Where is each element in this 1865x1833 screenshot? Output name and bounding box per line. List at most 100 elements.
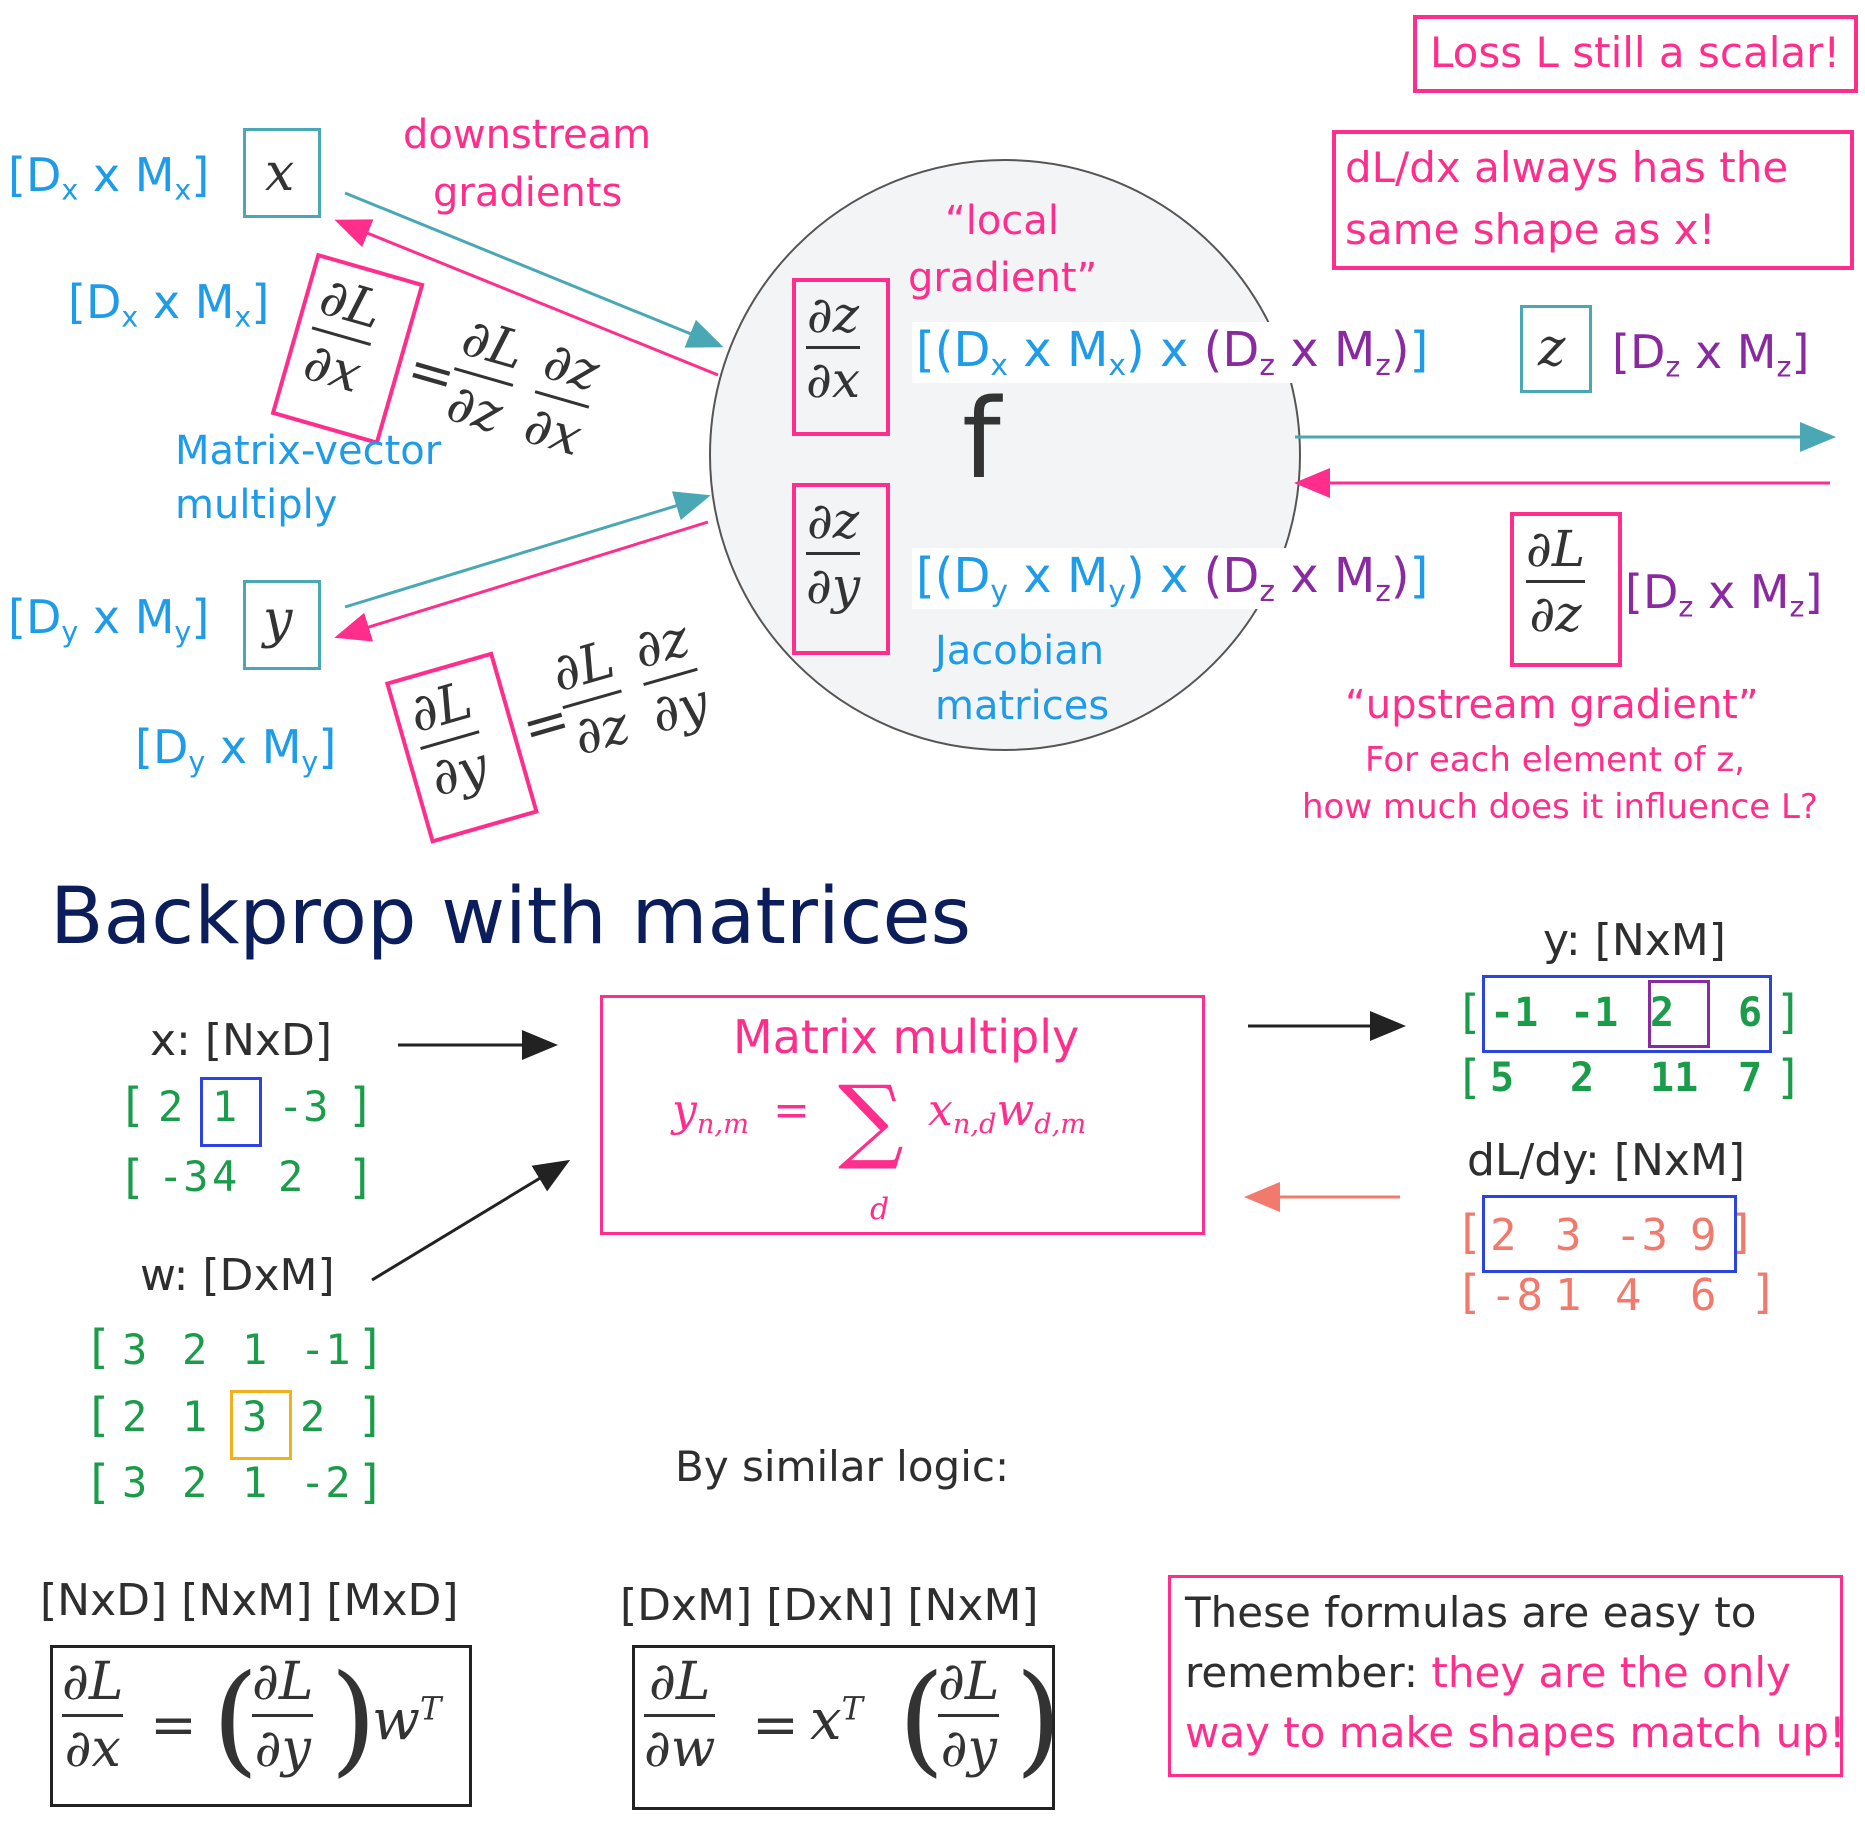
formula-dLdx-lhs-den: ∂x bbox=[64, 1719, 121, 1779]
dLdy-matrix-cell: 9 bbox=[1690, 1210, 1717, 1261]
loss-scalar-note-box bbox=[1413, 15, 1858, 93]
mm-rhs-x-sub: n,d bbox=[952, 1109, 997, 1141]
dzdy-box bbox=[792, 483, 890, 655]
y-matrix-open-bracket-row2: [ bbox=[1455, 1050, 1483, 1104]
dim-z-backward: [Dz x Mz] bbox=[1625, 565, 1823, 624]
x-matrix-close-bracket-row1: ] bbox=[347, 1078, 375, 1132]
formula-note-line-1: These formulas are easy to bbox=[1185, 1588, 1757, 1637]
upstream-question-2: how much does it influence L? bbox=[1302, 787, 1818, 827]
x-matrix-cell: 1 bbox=[212, 1082, 238, 1131]
mm-rhs-w: w bbox=[996, 1085, 1035, 1136]
dLdy-row-highlight-box bbox=[1482, 1195, 1737, 1273]
shape-note-line-2: same shape as x! bbox=[1345, 205, 1716, 254]
dLdy-matrix-open-bracket-row2: [ bbox=[1455, 1265, 1483, 1319]
w-matrix-cell: 3 bbox=[122, 1458, 148, 1507]
x-forward-arrow bbox=[344, 191, 724, 348]
y-matrix-cell: 2 bbox=[1650, 990, 1675, 1036]
x-matrix-cell: -3 bbox=[278, 1082, 329, 1131]
w-matrix-cell: 2 bbox=[300, 1392, 326, 1441]
y-matrix-cell: 7 bbox=[1738, 1055, 1763, 1101]
formula-dLdx-eq: = bbox=[150, 1693, 197, 1758]
dLdz-b-den: ∂z bbox=[567, 695, 636, 768]
w-matrix-close-bracket-row2: ] bbox=[357, 1388, 385, 1442]
jacobian-x-shape: [(Dx x Mx) x (Dz x Mz)] bbox=[912, 322, 1433, 383]
shapes-dLdw: [DxM] [DxN] [NxM] bbox=[620, 1580, 1039, 1631]
dLdy-matrix-close-bracket-row2: ] bbox=[1750, 1265, 1778, 1319]
formula-note-line-2a: remember: bbox=[1185, 1648, 1432, 1697]
y-matrix-close-bracket-row2: ] bbox=[1775, 1050, 1803, 1104]
mm-lhs: y bbox=[672, 1085, 697, 1136]
mm-lhs-sub: n,m bbox=[696, 1109, 749, 1141]
section-title: Backprop with matrices bbox=[50, 872, 972, 962]
formula-dLdw-x-letter: x bbox=[810, 1688, 842, 1753]
formula-note-line-2: remember: they are the only bbox=[1185, 1648, 1791, 1697]
x-matrix-open-bracket-row2: [ bbox=[118, 1150, 146, 1204]
dLdy-matrix-cell: -8 bbox=[1490, 1270, 1543, 1321]
formula-dLdw-rparen: ) bbox=[1015, 1650, 1062, 1789]
jacobian-label-2: matrices bbox=[935, 683, 1110, 729]
y-matrix-cell: 11 bbox=[1650, 1055, 1699, 1101]
dzdy-fraction-b: ∂z ∂y bbox=[626, 608, 715, 745]
formula-dLdx-dLdy-num: ∂L bbox=[252, 1652, 314, 1712]
dLdy-matrix-cell: 2 bbox=[1490, 1210, 1517, 1261]
w-to-matmul-arrow bbox=[371, 1159, 571, 1282]
y-matrix-open-bracket-row1: [ bbox=[1455, 985, 1483, 1039]
formula-dLdw-x: xT bbox=[810, 1688, 863, 1753]
y-backward-arrow bbox=[334, 520, 709, 642]
w-matrix-open-bracket-row2: [ bbox=[84, 1388, 112, 1442]
formula-dLdx-dLdy-den: ∂y bbox=[254, 1719, 311, 1779]
matmul-formula: yn,m = bbox=[672, 1085, 820, 1140]
z-variable: z bbox=[1538, 318, 1566, 378]
formula-dLdw-box bbox=[632, 1645, 1055, 1810]
shapes-dLdx: [NxD] [NxM] [MxD] bbox=[40, 1575, 459, 1626]
formula-dLdx-lhs-num: ∂L bbox=[62, 1652, 124, 1712]
dLdz-fraction-a: ∂L ∂z bbox=[437, 308, 531, 447]
x-matrix-cell: 2 bbox=[158, 1082, 184, 1131]
formula-dLdw-lparen: ( bbox=[898, 1650, 945, 1789]
x-matrix-cell: 4 bbox=[212, 1152, 238, 1201]
dzdy-den: ∂y bbox=[806, 557, 861, 615]
matvec-label-2: multiply bbox=[175, 482, 338, 528]
dLdz-num: ∂L bbox=[1526, 520, 1586, 578]
dzdy-jacobian: ∂z ∂y bbox=[806, 492, 861, 615]
y-element-highlight-box bbox=[1648, 980, 1710, 1048]
x-matrix-cell: 2 bbox=[278, 1152, 304, 1201]
matmul-box bbox=[600, 995, 1205, 1235]
w-matrix-open-bracket-row3: [ bbox=[84, 1455, 112, 1509]
local-gradient-label-1: “local bbox=[945, 198, 1059, 244]
y-matrix-cell: 6 bbox=[1738, 990, 1763, 1036]
dzdy-num: ∂z bbox=[806, 492, 860, 550]
w-matrix-cell: -2 bbox=[300, 1458, 351, 1507]
mm-sigma-sub: d bbox=[870, 1192, 890, 1227]
dLdy-matrix-cell: 6 bbox=[1690, 1270, 1717, 1321]
dLdy-matrix-cell: 4 bbox=[1615, 1270, 1642, 1321]
formula-dLdw-transpose: T bbox=[841, 1689, 863, 1728]
x-variable: x bbox=[265, 143, 295, 203]
dLdy-matrix-cell: -3 bbox=[1615, 1210, 1668, 1261]
dim-y-forward: [Dy x My] bbox=[8, 590, 210, 649]
dzdx-den: ∂x bbox=[806, 351, 861, 409]
w-matrix-cell: 1 bbox=[242, 1458, 268, 1507]
w-matrix-cell: 1 bbox=[182, 1392, 208, 1441]
dzdx-box bbox=[792, 278, 890, 436]
formula-note-line-3: way to make shapes match up! bbox=[1185, 1708, 1846, 1757]
jacobian-y-shape: [(Dy x My) x (Dz x Mz)] bbox=[912, 548, 1433, 609]
matmul-title: Matrix multiply bbox=[733, 1010, 1080, 1064]
dLdz-box bbox=[1510, 512, 1622, 667]
dim-x-forward: [Dx x Mx] bbox=[8, 148, 210, 207]
formula-dLdx-lhs: ∂L ∂x bbox=[62, 1652, 124, 1779]
jacobian-label-1: Jacobian bbox=[935, 628, 1105, 674]
formula-dLdx-rparen: ) bbox=[330, 1650, 377, 1789]
y-matrix-cell: 2 bbox=[1570, 1055, 1595, 1101]
dLdy-matrix-cell: 1 bbox=[1555, 1270, 1582, 1321]
dzdx-fraction-a: ∂z ∂x bbox=[518, 331, 607, 468]
formula-dLdw-dLdy: ∂L ∂y bbox=[938, 1652, 1000, 1779]
mm-rhs: xn,dwd,m bbox=[928, 1085, 1086, 1140]
w-matrix-cell: 1 bbox=[242, 1325, 268, 1374]
mm-sigma: ∑ bbox=[838, 1066, 904, 1173]
x-matrix-open-bracket-row1: [ bbox=[118, 1078, 146, 1132]
formula-dLdw-dLdy-num: ∂L bbox=[938, 1652, 1000, 1712]
matvec-label-1: Matrix-vector bbox=[175, 428, 442, 474]
function-f-label: f bbox=[962, 375, 1001, 503]
similar-logic-text: By similar logic: bbox=[675, 1442, 1010, 1491]
